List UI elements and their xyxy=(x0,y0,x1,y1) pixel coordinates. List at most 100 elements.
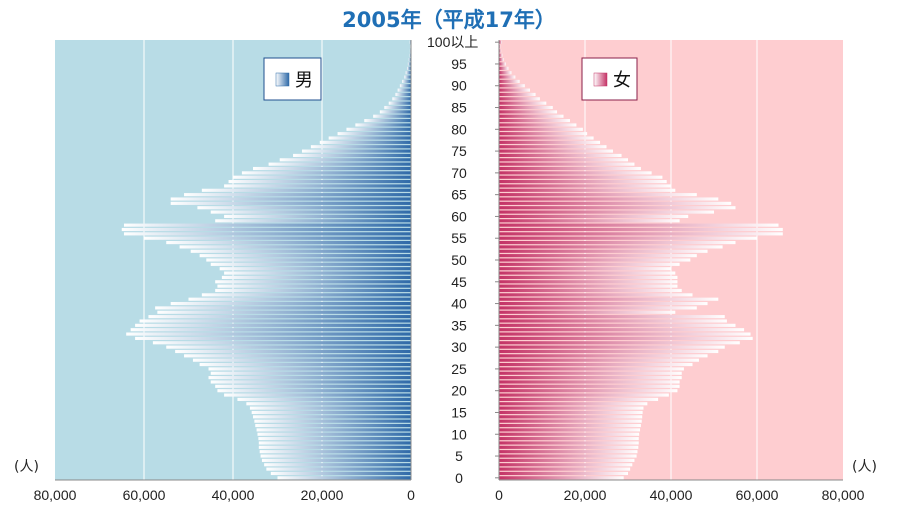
male-bar xyxy=(246,402,411,406)
female-bar xyxy=(499,380,680,384)
female-bar xyxy=(499,88,530,92)
age-tick-label: 55 xyxy=(451,230,467,246)
female-bar xyxy=(499,328,745,332)
male-legend-label: 男 xyxy=(295,70,313,91)
female-bar xyxy=(499,393,669,397)
female-bar xyxy=(499,92,536,97)
female-bar xyxy=(499,267,671,271)
male-bar xyxy=(221,275,411,279)
male-bar xyxy=(121,227,411,232)
female-bar xyxy=(499,193,697,197)
male-bar xyxy=(404,75,411,79)
female-bar xyxy=(499,441,639,445)
female-bar xyxy=(499,258,691,262)
male-bar xyxy=(257,432,411,436)
female-bar xyxy=(499,158,628,162)
male-bar xyxy=(184,354,411,358)
male-bar xyxy=(130,328,411,332)
male-bar xyxy=(166,345,411,349)
female-bar xyxy=(499,66,509,70)
age-tick-label: 20 xyxy=(451,383,467,399)
female-bar xyxy=(499,371,682,375)
female-bar xyxy=(499,184,671,188)
male-bar xyxy=(139,319,412,323)
female-bar xyxy=(499,423,641,428)
female-bar xyxy=(499,105,553,110)
male-bar xyxy=(170,197,411,201)
female-bar xyxy=(499,58,504,62)
female-bar xyxy=(499,332,751,336)
male-bar xyxy=(399,84,411,88)
age-tick-label: 75 xyxy=(451,143,467,159)
male-bar xyxy=(268,162,411,166)
male-bar xyxy=(409,40,411,44)
male-bar xyxy=(206,258,411,262)
female-x-tick-label: 20,000 xyxy=(564,487,607,503)
female-bar xyxy=(499,476,624,480)
male-bar xyxy=(408,58,411,62)
male-bar xyxy=(388,101,411,105)
female-bar xyxy=(499,293,693,297)
male-bar xyxy=(135,323,411,327)
female-bar xyxy=(499,432,640,436)
male-legend-swatch xyxy=(275,72,290,87)
female-bar xyxy=(499,406,644,410)
female-bar xyxy=(499,319,727,323)
female-bar xyxy=(499,345,725,349)
female-bar xyxy=(499,201,732,205)
female-bar xyxy=(499,301,708,306)
female-bar xyxy=(499,306,697,310)
female-bar xyxy=(499,140,601,144)
age-tick-label: 40 xyxy=(451,296,467,312)
male-bar xyxy=(277,476,411,480)
female-bar xyxy=(499,315,725,319)
male-bar xyxy=(170,301,411,306)
male-bar xyxy=(241,171,411,175)
age-tick-label: 65 xyxy=(451,187,467,203)
female-bar xyxy=(499,53,503,57)
male-legend-box xyxy=(263,57,322,101)
female-bar xyxy=(499,280,678,284)
age-tick-label: 5 xyxy=(455,448,463,464)
male-bar xyxy=(392,97,411,101)
male-bar xyxy=(237,397,411,401)
female-bar xyxy=(499,471,628,476)
male-bar xyxy=(217,284,411,288)
female-bar xyxy=(499,145,607,149)
female-bar xyxy=(499,241,736,245)
female-x-tick-label: 80,000 xyxy=(822,487,865,503)
female-bar xyxy=(499,450,638,454)
male-bar xyxy=(219,267,411,271)
male-bar xyxy=(407,62,411,66)
male-bar xyxy=(188,297,411,301)
male-bar xyxy=(166,241,411,245)
age-tick-label: 90 xyxy=(451,78,467,94)
female-bar xyxy=(499,376,682,380)
female-x-tick-label: 40,000 xyxy=(650,487,693,503)
male-bar xyxy=(224,271,411,275)
female-bar xyxy=(499,310,676,314)
male-bar xyxy=(144,236,411,240)
male-bar xyxy=(395,92,411,97)
female-bar xyxy=(499,284,678,288)
male-bar xyxy=(258,445,411,449)
female-bar xyxy=(499,119,570,123)
male-bar xyxy=(249,406,411,410)
male-bar xyxy=(373,114,411,118)
female-bar xyxy=(499,454,637,458)
age-tick-label: 10 xyxy=(451,426,467,442)
age-tick-label: 100以上 xyxy=(427,34,478,50)
female-bar xyxy=(499,254,697,258)
male-bar xyxy=(210,371,411,375)
female-bar xyxy=(499,362,693,367)
age-tick-label: 70 xyxy=(451,165,467,181)
male-bar xyxy=(261,458,411,462)
female-bar xyxy=(499,415,643,419)
male-bar xyxy=(170,201,411,205)
female-bar xyxy=(499,162,635,166)
male-bar xyxy=(337,132,411,136)
male-bar xyxy=(201,293,411,297)
female-bar xyxy=(499,227,783,232)
